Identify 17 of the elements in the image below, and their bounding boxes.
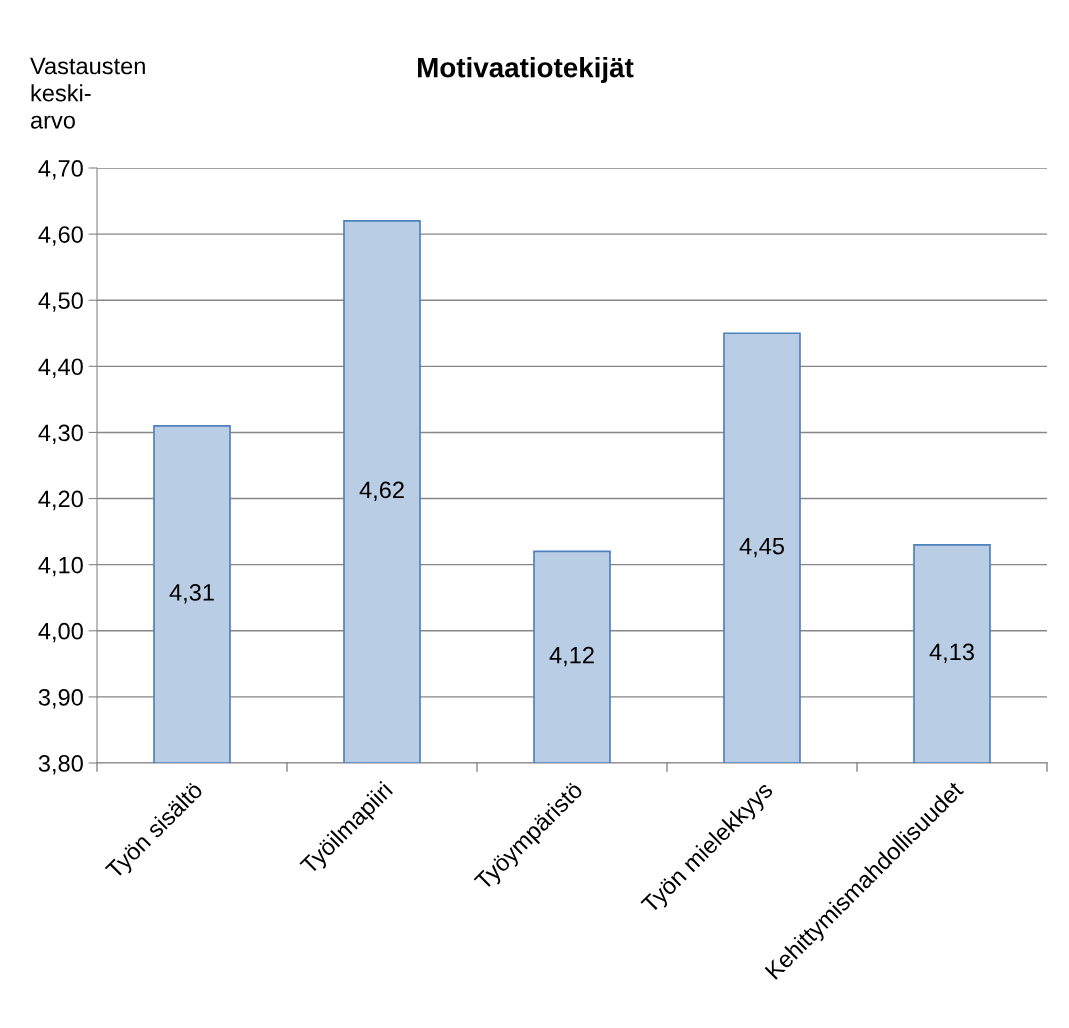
chart-title: Motivaatiotekijät	[418, 57, 634, 83]
data-label: 4,13	[929, 643, 974, 664]
y-tick-label: 3,80	[38, 755, 83, 775]
y-tick-label: 3,90	[38, 688, 83, 709]
y-tick-label: 4,70	[38, 160, 83, 180]
data-label: 4,31	[169, 584, 214, 604]
y-tick-label: 4,40	[38, 358, 83, 378]
data-label: 4,12	[549, 646, 594, 667]
y-axis-title: Vastausten keski- arvo	[30, 57, 145, 129]
y-tick-label: 4,50	[38, 292, 83, 312]
y-tick-label: 4,10	[38, 556, 83, 577]
y-tick-label: 4,00	[38, 622, 83, 643]
y-tick-label: 4,30	[38, 424, 83, 445]
data-label: 4,62	[359, 481, 404, 502]
data-label: 4,45	[739, 538, 784, 558]
y-tick-label: 4,60	[38, 226, 83, 246]
y-tick-label: 4,20	[38, 490, 83, 511]
